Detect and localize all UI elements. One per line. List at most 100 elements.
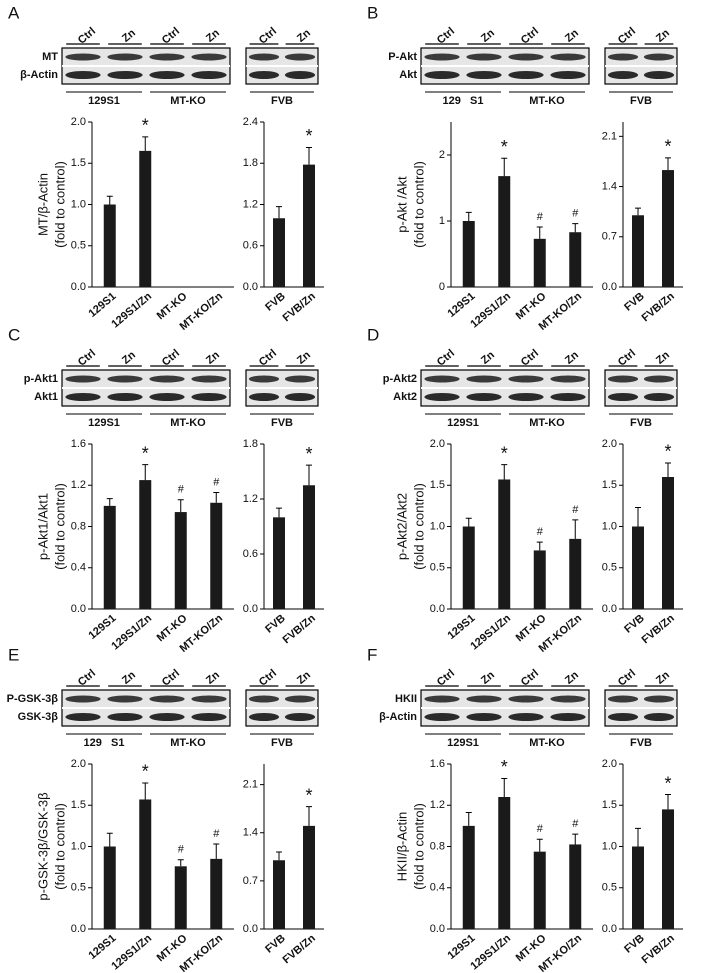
y-tick-label: 2.0	[71, 116, 86, 128]
band	[424, 375, 460, 383]
row-label: Akt	[399, 69, 417, 81]
x-tick-label: FVB/Zn	[281, 932, 318, 966]
y-tick-label: 1.0	[602, 840, 617, 852]
band	[248, 71, 280, 79]
band	[149, 393, 185, 401]
error-bar	[213, 843, 220, 859]
y-tick-label: 1.4	[243, 827, 258, 839]
band	[466, 375, 502, 383]
group-label: MT-KO	[529, 737, 565, 749]
y-axis-label: (fold to control)	[52, 803, 67, 890]
band	[424, 713, 460, 721]
y-tick-label: 0.0	[602, 923, 617, 935]
error-bar	[665, 462, 671, 477]
band	[508, 393, 544, 401]
y-tick-label: 0.5	[602, 562, 617, 574]
band	[466, 71, 502, 79]
significance-marker: #	[537, 211, 544, 223]
y-tick-label: 0.8	[430, 840, 445, 852]
band	[550, 53, 586, 61]
error-bar	[465, 517, 472, 527]
lane-label: Zn	[563, 349, 581, 367]
bar	[632, 846, 644, 929]
y-axis-label: (fold to control)	[411, 161, 426, 248]
band	[508, 713, 544, 721]
y-tick-label: 1.5	[602, 479, 617, 491]
band	[607, 713, 639, 721]
lane-label: Zn	[295, 27, 313, 45]
band	[65, 375, 101, 383]
blot-divider	[62, 707, 230, 709]
lane-label: Zn	[654, 349, 672, 367]
y-tick-label: 2.4	[243, 116, 258, 128]
x-tick-label: FVB/Zn	[281, 612, 318, 646]
y-tick-label: 0.0	[71, 281, 86, 293]
band	[643, 53, 675, 61]
band	[65, 393, 101, 401]
y-tick-label: 0.6	[243, 240, 258, 252]
y-tick-label: 1.8	[243, 157, 258, 169]
error-bar	[465, 811, 472, 826]
y-tick-label: 2.0	[602, 758, 617, 770]
significance-marker: *	[664, 442, 671, 462]
bar	[210, 502, 223, 609]
error-bar	[572, 223, 579, 233]
group-label: 129S1	[88, 95, 120, 107]
bar	[303, 485, 315, 609]
x-tick-label: 129S1/Zn	[109, 290, 154, 330]
bar	[139, 150, 152, 287]
error-bar	[501, 777, 508, 797]
x-tick-label: 129S1/Zn	[109, 932, 154, 972]
error-bar	[276, 507, 282, 518]
significance-marker: *	[305, 126, 312, 146]
x-tick-label: FVB	[263, 290, 288, 313]
band	[107, 393, 143, 401]
bar	[533, 238, 546, 287]
y-axis-label: HKII/β-Actin	[394, 812, 409, 882]
error-bar	[142, 782, 149, 800]
bar	[273, 218, 285, 287]
band	[607, 695, 639, 703]
y-tick-label: 0.7	[243, 875, 258, 887]
significance-marker: *	[501, 757, 508, 777]
band	[550, 375, 586, 383]
error-bar	[213, 491, 220, 503]
row-label: P-Akt	[388, 51, 417, 63]
band	[191, 713, 227, 721]
error-bar	[177, 499, 184, 513]
band	[65, 713, 101, 721]
bar	[498, 479, 511, 609]
x-tick-label: 129S1	[445, 932, 477, 962]
row-label: Akt2	[393, 391, 417, 403]
blot-divider	[421, 707, 589, 709]
significance-marker: #	[178, 844, 185, 856]
band	[191, 375, 227, 383]
band	[284, 393, 316, 401]
y-tick-label: 1.5	[71, 799, 86, 811]
x-tick-label: FVB/Zn	[281, 290, 318, 324]
blot-divider	[246, 387, 318, 389]
band	[284, 375, 316, 383]
band	[149, 713, 185, 721]
y-tick-label: 0.5	[71, 882, 86, 894]
y-tick-label: 0.0	[243, 923, 258, 935]
band	[643, 71, 675, 79]
significance-marker: #	[572, 504, 579, 516]
row-label: β-Actin	[379, 711, 417, 723]
bar	[303, 825, 315, 929]
lane-label: Zn	[479, 27, 497, 45]
x-tick-label: 129S1	[445, 612, 477, 642]
y-axis-label: p-GSK-3β/GSK-3β	[35, 792, 50, 900]
bar	[498, 176, 511, 287]
bar	[273, 860, 285, 929]
error-bar	[306, 146, 312, 165]
bar	[662, 809, 674, 929]
error-bar	[306, 464, 312, 486]
lane-label: Zn	[120, 349, 138, 367]
y-tick-label: 2.0	[602, 438, 617, 450]
band	[607, 393, 639, 401]
blot-divider	[421, 387, 589, 389]
y-tick-label: 1.0	[430, 520, 445, 532]
y-tick-label: 2.1	[243, 779, 258, 791]
group-label: FVB	[630, 737, 652, 749]
